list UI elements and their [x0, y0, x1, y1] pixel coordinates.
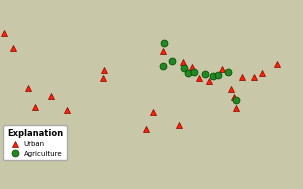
- Legend: Urban, Agriculture: Urban, Agriculture: [3, 125, 67, 160]
